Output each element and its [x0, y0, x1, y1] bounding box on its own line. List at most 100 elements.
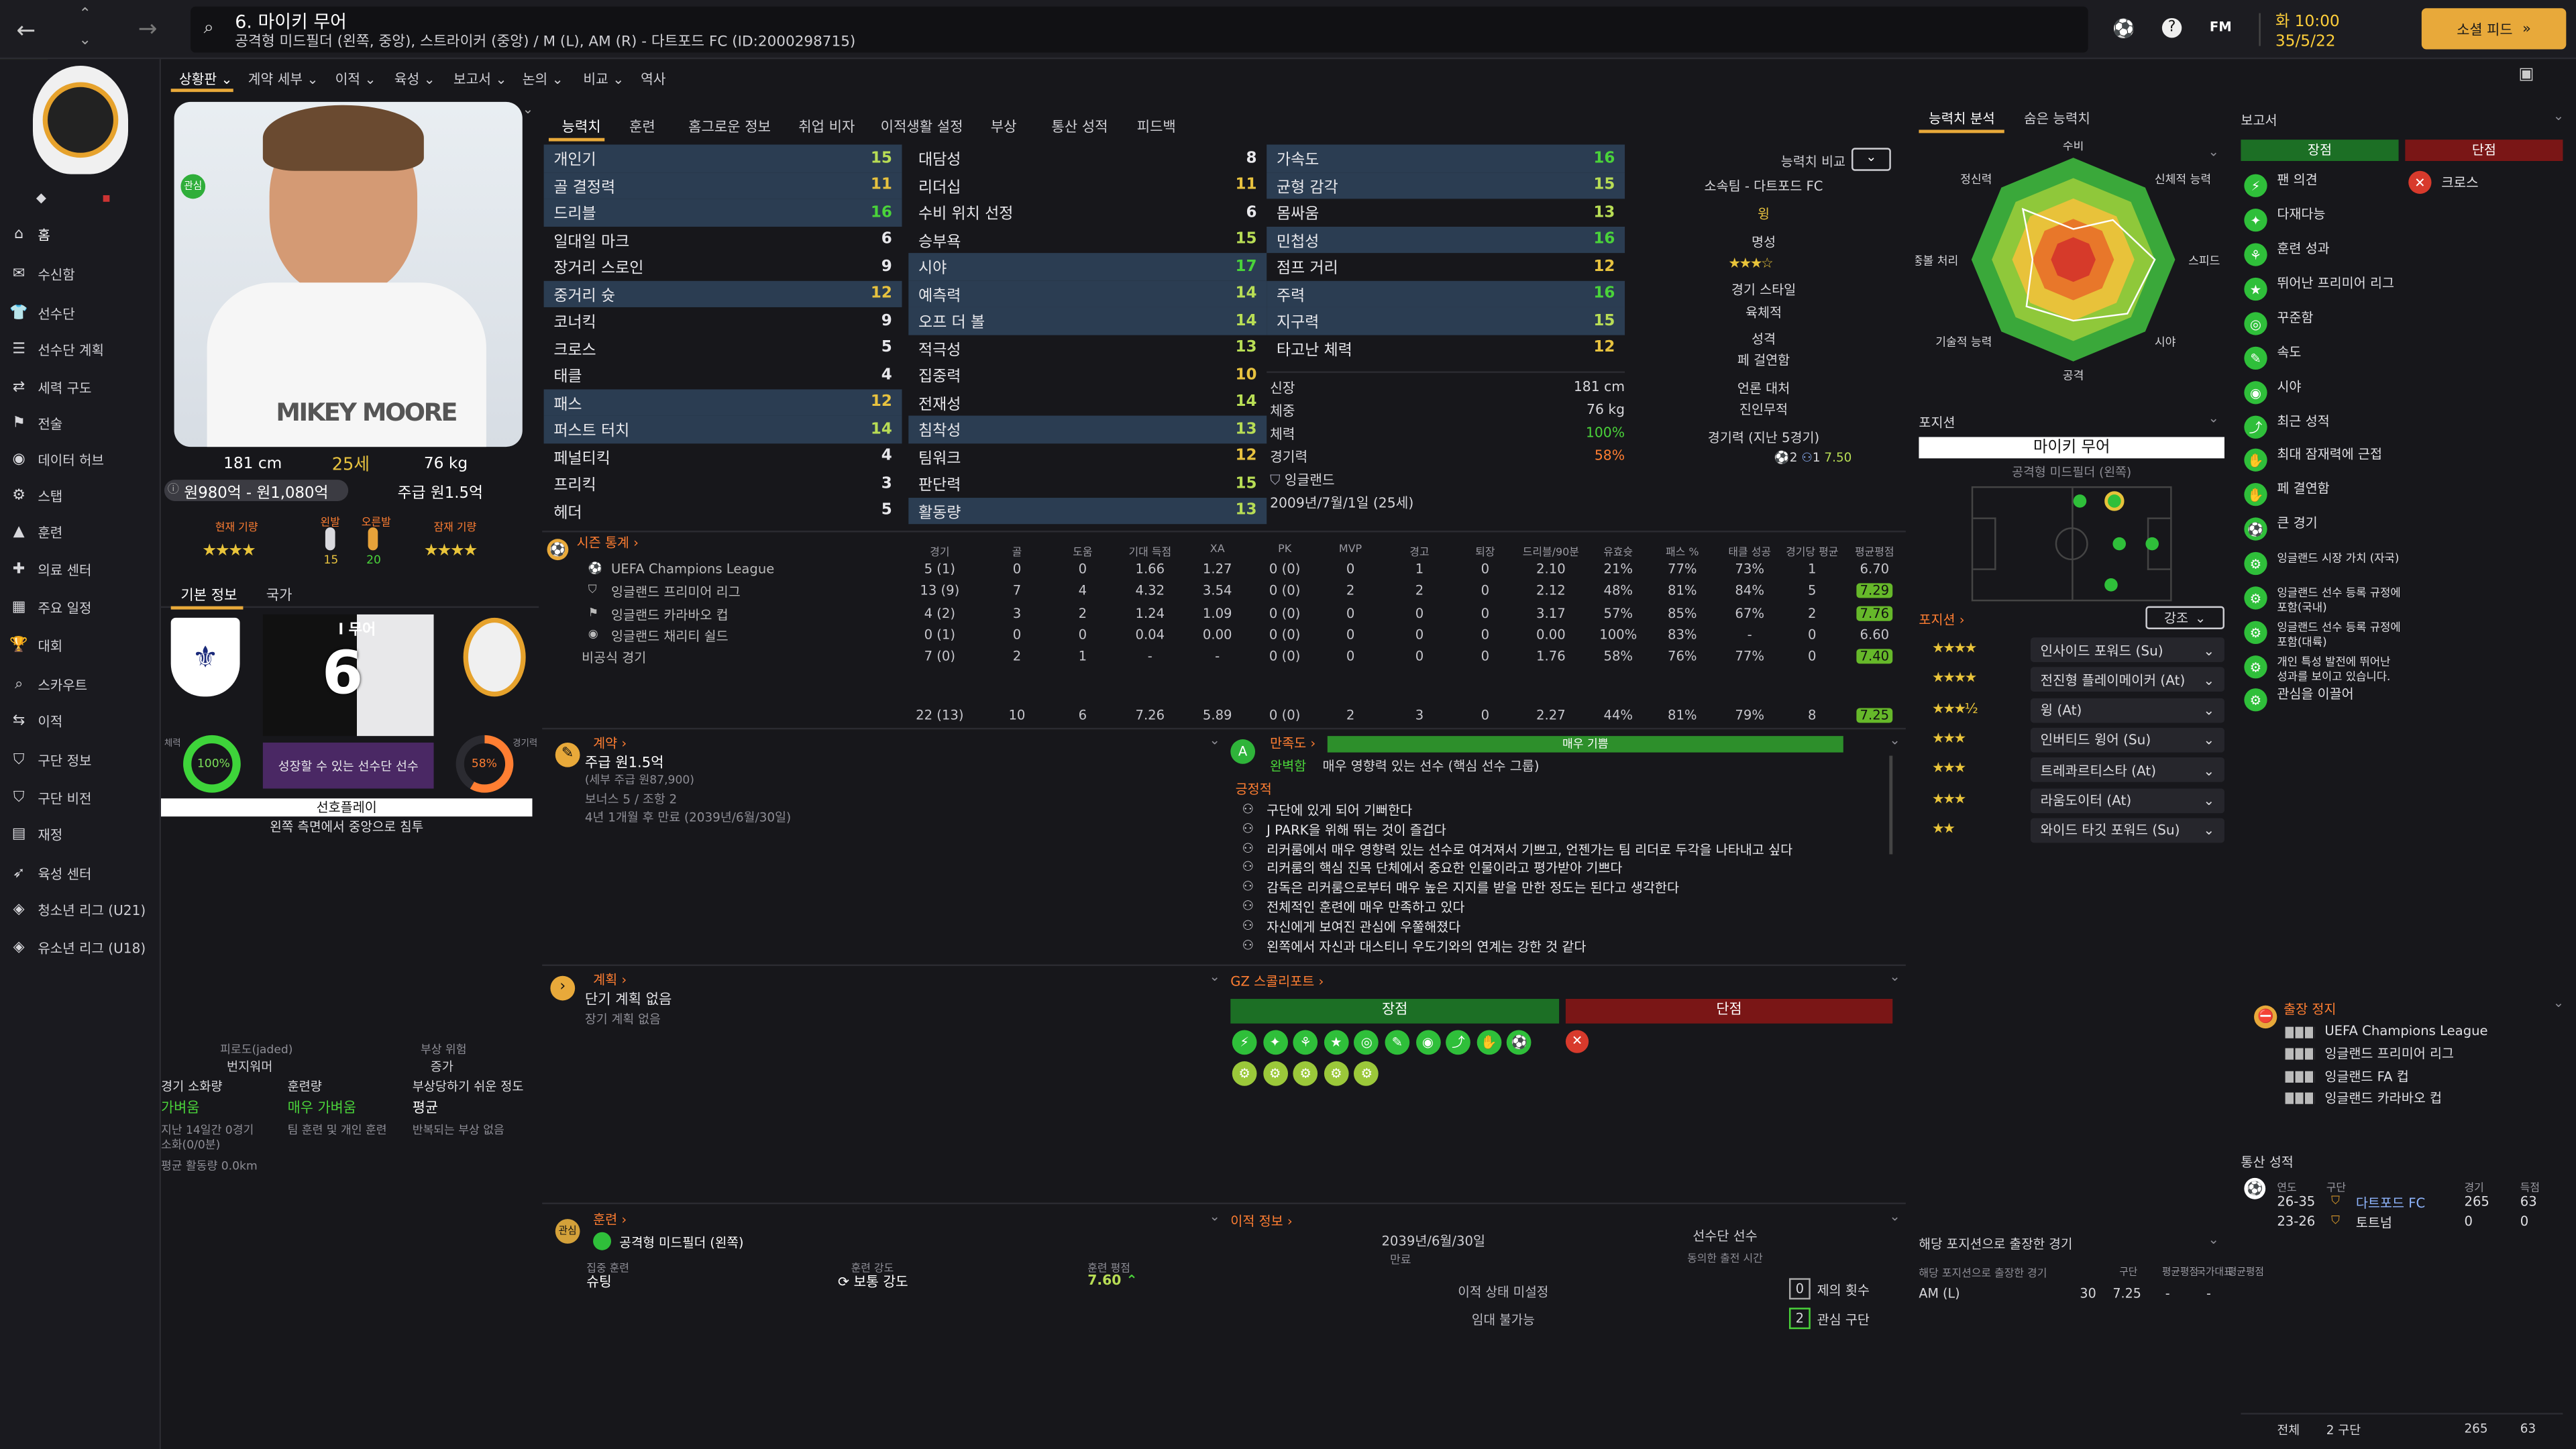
sidebar-item-3[interactable]: ☰ 선수단 계획 — [10, 338, 104, 361]
season-col-header[interactable]: 퇴장 — [1475, 545, 1495, 559]
attribute-row[interactable]: 패스 12 — [543, 388, 902, 416]
report-pro-item[interactable]: ◉ 시야 — [2244, 380, 2402, 405]
attribute-row[interactable]: 일대일 마크 6 — [544, 226, 902, 253]
scout-strength-icon[interactable]: ◉ — [1415, 1030, 1440, 1055]
tab-3[interactable]: 취업 비자 — [798, 119, 855, 137]
loan-status[interactable]: 임대 불가능 — [1471, 1312, 1535, 1328]
search-bar[interactable] — [191, 6, 2088, 53]
sidebar-item-4[interactable]: ⇄ 세력 구도 — [10, 376, 92, 399]
season-col-header[interactable]: 경고 — [1409, 545, 1430, 559]
attribute-row[interactable]: 적극성 13 — [908, 334, 1267, 361]
attribute-row[interactable]: 시야 17 — [908, 253, 1267, 280]
menu-item-7[interactable]: 역사 — [641, 69, 665, 89]
scout-strength-icon[interactable]: ⚙ — [1263, 1061, 1288, 1086]
layout-icon[interactable]: ▣ — [2518, 65, 2534, 84]
attribute-row[interactable]: 오프 더 볼 14 — [908, 307, 1267, 335]
tab-0[interactable]: 능력치 — [561, 119, 601, 137]
season-col-header[interactable]: 도움 — [1073, 545, 1093, 559]
club-crest[interactable] — [32, 65, 129, 174]
season-col-header[interactable]: 패스 % — [1666, 545, 1699, 559]
attribute-row[interactable]: 민첩성 16 — [1267, 225, 1625, 254]
attribute-row[interactable]: 크로스 5 — [544, 334, 902, 361]
sidebar-item-19[interactable]: ◈ 유소년 리그 (U18) — [10, 936, 146, 959]
scout-strength-icon[interactable]: ⤴ — [1446, 1030, 1471, 1055]
interest-badge[interactable]: 관심 — [180, 174, 206, 199]
menu-item-3[interactable]: 육성 ⌄ — [394, 69, 435, 89]
season-row-competition[interactable]: 잉글랜드 채리티 쉴드 — [611, 629, 729, 644]
attribute-row[interactable]: 타고난 체력 12 — [1267, 334, 1625, 361]
collapse-icon[interactable]: ⌄ — [2208, 144, 2219, 160]
report-pro-item[interactable]: ⚙ 잉글랜드 시장 가치 (자국) — [2244, 551, 2402, 576]
season-row-competition[interactable]: 비공식 경기 — [581, 651, 647, 666]
collapse-icon[interactable]: ⌄ — [1209, 969, 1220, 984]
attribute-row[interactable]: 예측력 14 — [908, 280, 1267, 307]
attribute-row[interactable]: 골 결정력 11 — [543, 171, 902, 199]
season-row-competition[interactable]: 잉글랜드 프리미어 리그 — [611, 585, 741, 600]
back-icon[interactable]: ← — [16, 17, 36, 45]
social-feed-button[interactable]: 소셜 피드 » — [2421, 8, 2567, 50]
scout-strength-icon[interactable]: ✎ — [1385, 1030, 1410, 1055]
sidebar-item-15[interactable]: ⛉ 구단 비전 — [10, 787, 92, 810]
sidebar-item-9[interactable]: ✚ 의료 센터 — [10, 559, 92, 582]
tab-4[interactable]: 이적생활 설정 — [880, 119, 963, 137]
report-pro-item[interactable]: ◎ 꾸준함 — [2244, 311, 2402, 335]
collapse-icon[interactable]: ⌄ — [2208, 411, 2219, 426]
positions-link[interactable]: 포지션 › — [1919, 612, 1965, 628]
sidebar-item-18[interactable]: ◈ 청소년 리그 (U21) — [10, 899, 146, 922]
happiness-title[interactable]: 만족도 › — [1270, 736, 1316, 751]
tab-7[interactable]: 피드백 — [1136, 119, 1176, 137]
collapse-icon[interactable]: ⌄ — [1209, 1209, 1220, 1224]
attribute-row[interactable]: 장거리 스로인 9 — [544, 253, 902, 280]
report-pro-item[interactable]: ⚙ 잉글랜드 선수 등록 규정에 포함(대륙) — [2244, 621, 2402, 649]
report-pro-item[interactable]: ⚡ 팬 의견 — [2244, 173, 2402, 197]
role-dropdown[interactable]: 라움도이터 (At) ⌄ — [2030, 788, 2224, 813]
fm-logo[interactable]: FM — [2209, 19, 2232, 35]
tab-5[interactable]: 부상 — [990, 119, 1017, 137]
plans-title[interactable]: 계획 › — [593, 972, 627, 987]
scout-strength-icon[interactable]: ◎ — [1354, 1030, 1379, 1055]
scrollbar[interactable] — [1889, 755, 1893, 855]
season-row-competition[interactable]: 잉글랜드 카라바오 컵 — [611, 607, 729, 623]
season-col-header[interactable]: XA — [1210, 542, 1225, 555]
season-col-header[interactable]: 유효슛 — [1603, 545, 1633, 559]
season-col-header[interactable]: 평균평점 — [1854, 545, 1894, 559]
tab-hidden-attributes[interactable]: 숨은 능력치 — [2024, 110, 2090, 127]
role-dropdown[interactable]: 윙 (At) ⌄ — [2030, 697, 2224, 722]
attribute-row[interactable]: 가속도 16 — [1267, 144, 1625, 172]
attribute-row[interactable]: 팀워크 12 — [908, 443, 1267, 470]
sidebar-item-8[interactable]: ▲ 훈련 — [10, 521, 63, 543]
attribute-row[interactable]: 지구력 15 — [1267, 307, 1625, 335]
report-con-item[interactable]: ✕ 크로스 — [2408, 170, 2479, 194]
menu-item-0[interactable]: 상황판 ⌄ — [179, 69, 233, 89]
sidebar-item-10[interactable]: ▦ 주요 일정 — [10, 596, 92, 619]
collapse-icon[interactable]: ⌄ — [2208, 1232, 2219, 1247]
season-col-header[interactable]: 경기당 평균 — [1786, 545, 1839, 559]
tab-2[interactable]: 홈그로운 정보 — [688, 119, 771, 137]
sidebar-item-5[interactable]: ⚑ 전술 — [10, 413, 62, 435]
attribute-row[interactable]: 승부욕 15 — [908, 226, 1267, 253]
attribute-row[interactable]: 헤더 5 — [544, 497, 902, 524]
attribute-row[interactable]: 드리블 16 — [543, 199, 902, 226]
menu-item-4[interactable]: 보고서 ⌄ — [453, 69, 507, 89]
attribute-row[interactable]: 전재성 14 — [908, 388, 1267, 415]
collapse-icon[interactable]: ⌄ — [1889, 969, 1900, 984]
season-col-header[interactable]: 드리블/90분 — [1522, 545, 1579, 559]
tab-1[interactable]: 훈련 — [629, 119, 655, 137]
report-pro-item[interactable]: ✦ 다재다능 — [2244, 208, 2402, 232]
scout-strength-icon[interactable]: ⚙ — [1324, 1061, 1349, 1086]
sidebar-item-7[interactable]: ⚙ 스탭 — [10, 484, 62, 507]
scout-strength-icon[interactable]: ⚘ — [1293, 1030, 1318, 1055]
report-pro-item[interactable]: ★ 뛰어난 프리미어 리그 — [2244, 277, 2402, 301]
attribute-row[interactable]: 개인기 15 — [543, 144, 902, 172]
report-pro-item[interactable]: ⚽ 큰 경기 — [2244, 517, 2402, 541]
down-icon[interactable]: ⌄ — [78, 32, 92, 50]
role-dropdown[interactable]: 인버티드 윙어 (Su) ⌄ — [2030, 727, 2224, 753]
collapse-icon[interactable]: ⌄ — [1209, 733, 1220, 748]
attribute-row[interactable]: 몸싸움 13 — [1267, 199, 1625, 225]
season-col-header[interactable]: 기대 득점 — [1128, 545, 1172, 559]
scout-strength-icon[interactable]: ✋ — [1477, 1030, 1501, 1055]
tab-ability-analysis[interactable]: 능력치 분석 — [1929, 110, 1995, 127]
scout-strength-icon[interactable]: ⚙ — [1293, 1061, 1318, 1086]
report-pro-item[interactable]: ⚙ 잉글랜드 선수 등록 규정에 포함(국내) — [2244, 586, 2402, 614]
sidebar-item-6[interactable]: ◉ 데이터 허브 — [10, 449, 104, 472]
